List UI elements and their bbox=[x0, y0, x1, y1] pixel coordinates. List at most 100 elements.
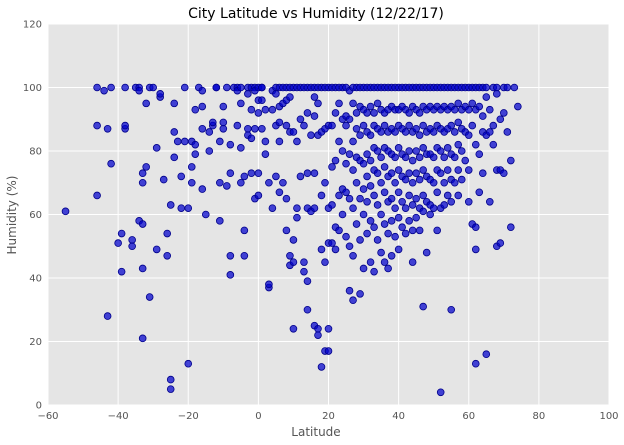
data-point bbox=[419, 191, 427, 200]
data-point bbox=[296, 172, 305, 181]
data-point bbox=[331, 156, 340, 165]
data-point bbox=[391, 153, 399, 162]
data-point bbox=[387, 169, 396, 178]
data-point bbox=[212, 83, 221, 92]
data-point bbox=[377, 153, 385, 162]
data-point bbox=[258, 96, 266, 104]
data-point bbox=[138, 334, 147, 343]
data-point bbox=[450, 128, 459, 136]
data-point bbox=[187, 178, 196, 187]
data-point bbox=[356, 236, 364, 244]
data-point bbox=[412, 194, 420, 203]
data-point bbox=[415, 131, 424, 139]
data-point bbox=[471, 223, 480, 232]
data-point bbox=[492, 90, 501, 98]
data-point bbox=[450, 105, 459, 114]
x-tick-label: −40 bbox=[108, 411, 129, 422]
data-point bbox=[429, 178, 438, 187]
data-point bbox=[401, 153, 410, 162]
data-point bbox=[363, 198, 371, 206]
data-point bbox=[205, 147, 214, 155]
data-point bbox=[422, 248, 431, 257]
data-point bbox=[408, 156, 417, 165]
data-point bbox=[342, 232, 350, 241]
data-point bbox=[394, 144, 403, 152]
data-point bbox=[454, 140, 463, 149]
data-point bbox=[216, 178, 224, 187]
data-point bbox=[226, 251, 235, 260]
data-point bbox=[429, 204, 438, 212]
data-point bbox=[300, 121, 308, 130]
x-tick-label: 20 bbox=[322, 411, 335, 422]
data-point bbox=[93, 191, 101, 200]
data-point bbox=[373, 147, 382, 155]
data-point bbox=[492, 83, 501, 92]
data-point bbox=[349, 166, 357, 174]
data-point bbox=[419, 207, 427, 216]
data-point bbox=[219, 118, 228, 127]
data-point bbox=[514, 102, 522, 111]
data-point bbox=[128, 242, 136, 251]
data-point bbox=[370, 191, 378, 200]
data-point bbox=[317, 363, 326, 371]
data-point bbox=[187, 163, 196, 171]
y-tick-labels: 0 20 40 60 80 100 120 bbox=[23, 20, 42, 412]
data-point bbox=[412, 169, 420, 178]
data-point bbox=[394, 245, 403, 254]
data-point bbox=[324, 347, 333, 355]
data-point bbox=[198, 185, 207, 193]
data-point bbox=[314, 99, 322, 108]
data-point bbox=[380, 220, 389, 228]
data-point bbox=[464, 166, 473, 174]
data-point bbox=[510, 83, 519, 92]
data-point bbox=[237, 83, 245, 92]
data-point bbox=[237, 178, 245, 187]
data-point bbox=[443, 144, 452, 152]
data-point bbox=[461, 156, 470, 165]
data-point bbox=[475, 102, 484, 111]
x-axis-label: Latitude bbox=[291, 425, 340, 439]
data-point bbox=[219, 124, 228, 133]
data-point bbox=[338, 147, 347, 155]
data-point bbox=[254, 191, 263, 200]
data-point bbox=[289, 128, 298, 136]
data-point bbox=[454, 118, 463, 127]
data-point bbox=[198, 124, 207, 133]
data-point bbox=[370, 109, 378, 117]
data-point bbox=[433, 188, 441, 197]
data-point bbox=[436, 388, 445, 397]
data-point bbox=[366, 217, 375, 225]
data-point bbox=[342, 188, 350, 197]
data-point bbox=[429, 153, 438, 162]
data-point bbox=[443, 191, 452, 200]
data-point bbox=[419, 144, 427, 152]
data-point bbox=[380, 163, 389, 171]
data-point bbox=[468, 99, 477, 108]
data-point bbox=[356, 194, 364, 203]
data-point bbox=[258, 124, 266, 133]
data-point bbox=[507, 156, 515, 165]
data-point bbox=[180, 137, 189, 146]
data-point bbox=[121, 121, 129, 130]
data-point bbox=[184, 204, 193, 212]
data-point bbox=[408, 258, 417, 266]
data-point bbox=[149, 83, 157, 92]
data-point bbox=[335, 99, 343, 108]
data-point bbox=[166, 385, 175, 393]
data-point bbox=[363, 109, 371, 117]
data-point bbox=[314, 331, 322, 339]
data-point bbox=[317, 245, 326, 254]
data-point bbox=[391, 178, 399, 187]
data-point bbox=[471, 359, 480, 368]
data-point bbox=[366, 131, 375, 139]
data-point bbox=[321, 258, 329, 266]
data-point bbox=[226, 271, 235, 279]
data-point bbox=[507, 223, 515, 232]
data-point bbox=[254, 109, 263, 117]
data-point bbox=[335, 137, 343, 146]
x-tick-label: 60 bbox=[462, 411, 475, 422]
data-point bbox=[335, 191, 343, 200]
data-point bbox=[303, 169, 312, 178]
data-point bbox=[268, 105, 277, 114]
data-point bbox=[405, 217, 413, 225]
